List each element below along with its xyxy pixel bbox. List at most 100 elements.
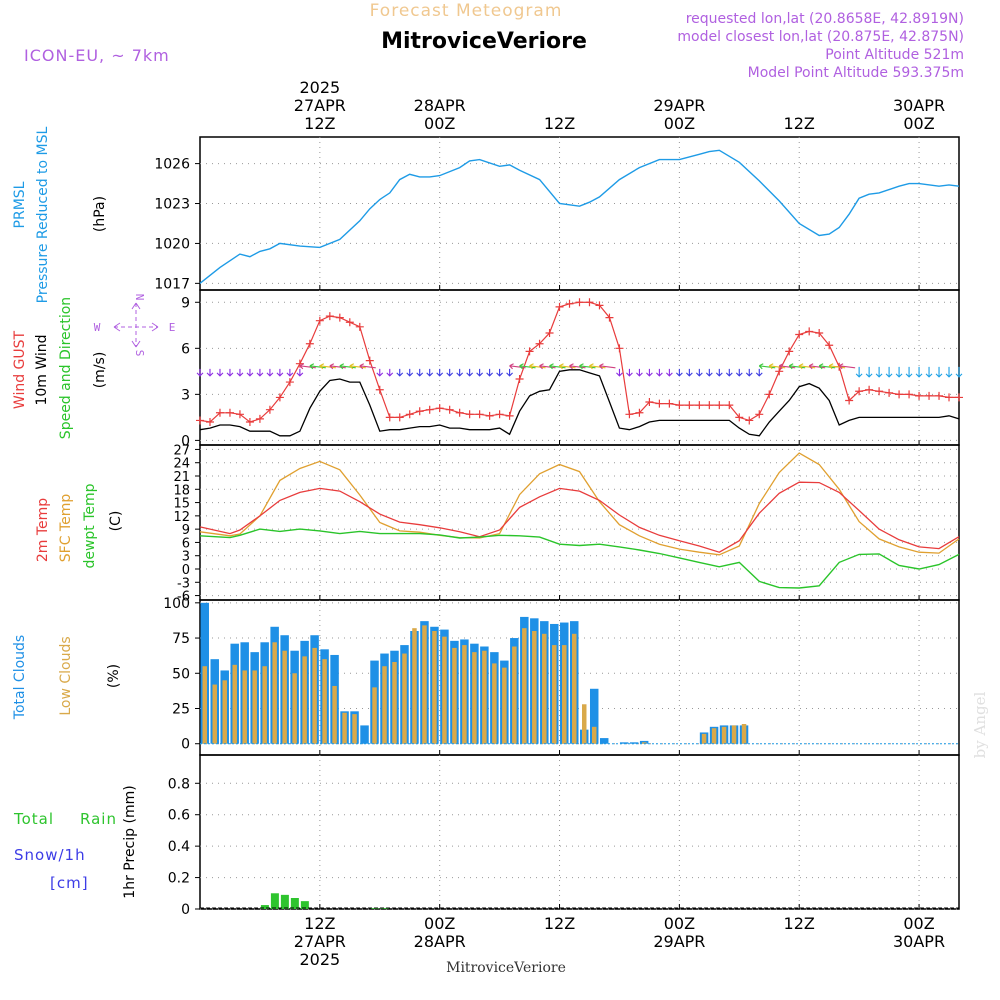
temp-ytick-label: 3	[182, 550, 190, 565]
temp-ytick-label: 6	[182, 536, 190, 551]
wind-ytick-label: 0	[181, 433, 190, 449]
low-cloud-bar	[721, 726, 727, 744]
wind-arrow	[808, 363, 826, 370]
temp-ytick-label: -6	[177, 590, 190, 605]
wind-arrow	[446, 368, 454, 377]
low-cloud-bar	[272, 642, 277, 744]
wind-arrow	[286, 368, 294, 377]
temp2m-line	[199, 481, 960, 553]
wind-arrow	[755, 368, 763, 377]
gust-marker	[555, 302, 564, 311]
rain-bar	[260, 905, 269, 909]
top-time-label: 00Z	[424, 114, 455, 133]
gust-marker	[205, 417, 214, 426]
gust-marker	[235, 410, 244, 419]
gust-marker	[765, 390, 774, 399]
gust-marker	[215, 408, 224, 417]
low-cloud-bar	[701, 733, 707, 744]
model-label: ICON-EU, ~ 7km	[24, 46, 170, 65]
rain-bar	[290, 898, 299, 909]
wind-ytick-label: 3	[181, 387, 190, 403]
wind-ytick-label: 6	[181, 341, 190, 357]
top-title: Forecast Meteogram	[370, 1, 563, 21]
total-cloud-bar	[619, 742, 629, 744]
gust-marker	[695, 401, 704, 410]
wind-arrow	[206, 368, 214, 377]
gust-marker	[945, 393, 954, 402]
wind-arrow	[705, 368, 713, 377]
gust-marker	[595, 301, 604, 310]
gust-marker	[795, 330, 804, 339]
gust-marker	[905, 390, 914, 399]
wind-arrow	[579, 363, 596, 370]
wind-arrow	[935, 366, 943, 378]
footer-location: MitroviceVeriore	[446, 960, 566, 976]
wind-arrow	[875, 366, 883, 378]
wind-arrow	[319, 363, 336, 370]
model-altitude: Model Point Altitude 593.375m	[748, 65, 964, 81]
wind-arrow	[539, 363, 556, 370]
gust-marker	[625, 410, 634, 419]
wind-arrow	[276, 368, 284, 377]
low-cloud-bar	[302, 656, 307, 744]
pressure-unit: (hPa)	[92, 196, 108, 232]
gust-marker	[265, 405, 274, 414]
wind-arrow	[715, 368, 723, 377]
wind-arrow	[329, 363, 346, 370]
gust-marker	[465, 410, 474, 419]
wind-arrow	[339, 363, 356, 370]
gust-marker	[885, 388, 894, 397]
low-cloud-bar	[502, 667, 507, 744]
wind-arrow	[758, 363, 776, 370]
gust-marker	[415, 407, 424, 416]
prmsl-label: PRMSL	[12, 181, 28, 228]
gust-marker	[495, 410, 504, 419]
point-altitude: Point Altitude 521m	[825, 47, 964, 63]
wind-arrow	[725, 368, 733, 377]
wind-panel: 0 3 6 9	[181, 289, 963, 449]
compass-rose: N S W E	[94, 294, 176, 357]
sfc-temp-label: SFC Temp	[58, 494, 74, 563]
precip-ytick-label: 0.4	[168, 839, 190, 855]
low-cloud-bar	[412, 628, 417, 744]
temp-ytick-label: 18	[173, 483, 190, 498]
wind-dir-label: Speed and Direction	[58, 297, 74, 439]
temp-ytick-label: 21	[173, 470, 190, 485]
pressure-frame	[199, 136, 960, 291]
precip-ytick-label: 0.8	[168, 776, 190, 792]
wind-arrow	[646, 368, 653, 377]
wind-arrow	[299, 363, 316, 370]
gust-marker	[875, 387, 884, 396]
low-cloud-bar	[432, 631, 437, 744]
compass-e: E	[169, 321, 176, 334]
gust-marker	[735, 413, 744, 422]
bottom-time-label: 28APR	[414, 932, 466, 951]
gust-marker	[635, 408, 644, 417]
total-cloud-bar	[599, 738, 609, 744]
low-cloud-bar	[382, 666, 387, 744]
low-cloud-bar	[522, 628, 527, 744]
temp2m-label: 2m Temp	[35, 498, 51, 562]
bottom-time-label: 30APR	[893, 932, 945, 951]
gust-marker	[785, 347, 794, 356]
bottom-time-label: 00Z	[664, 914, 695, 933]
low-cloud-bar	[572, 633, 577, 744]
gust-marker	[345, 318, 354, 327]
low-cloud-bar	[332, 685, 337, 744]
wind-arrow	[656, 368, 663, 377]
top-time-label: 28APR	[414, 96, 466, 115]
low-cloud-bar	[532, 631, 537, 744]
wind-arrow	[945, 366, 953, 378]
total-clouds-label: Total Clouds	[12, 635, 28, 720]
gust-marker	[255, 414, 264, 423]
gust-marker	[755, 410, 764, 419]
wind-arrow	[955, 366, 963, 378]
low-cloud-bar	[402, 653, 407, 744]
total-cloud-bar	[589, 688, 599, 744]
gust-marker	[475, 410, 484, 419]
low-cloud-bar	[232, 664, 237, 744]
gust-marker	[565, 299, 574, 308]
wind-arrow	[416, 368, 424, 377]
precip-total-label: Total	[13, 810, 54, 828]
compass-n: N	[133, 294, 146, 301]
